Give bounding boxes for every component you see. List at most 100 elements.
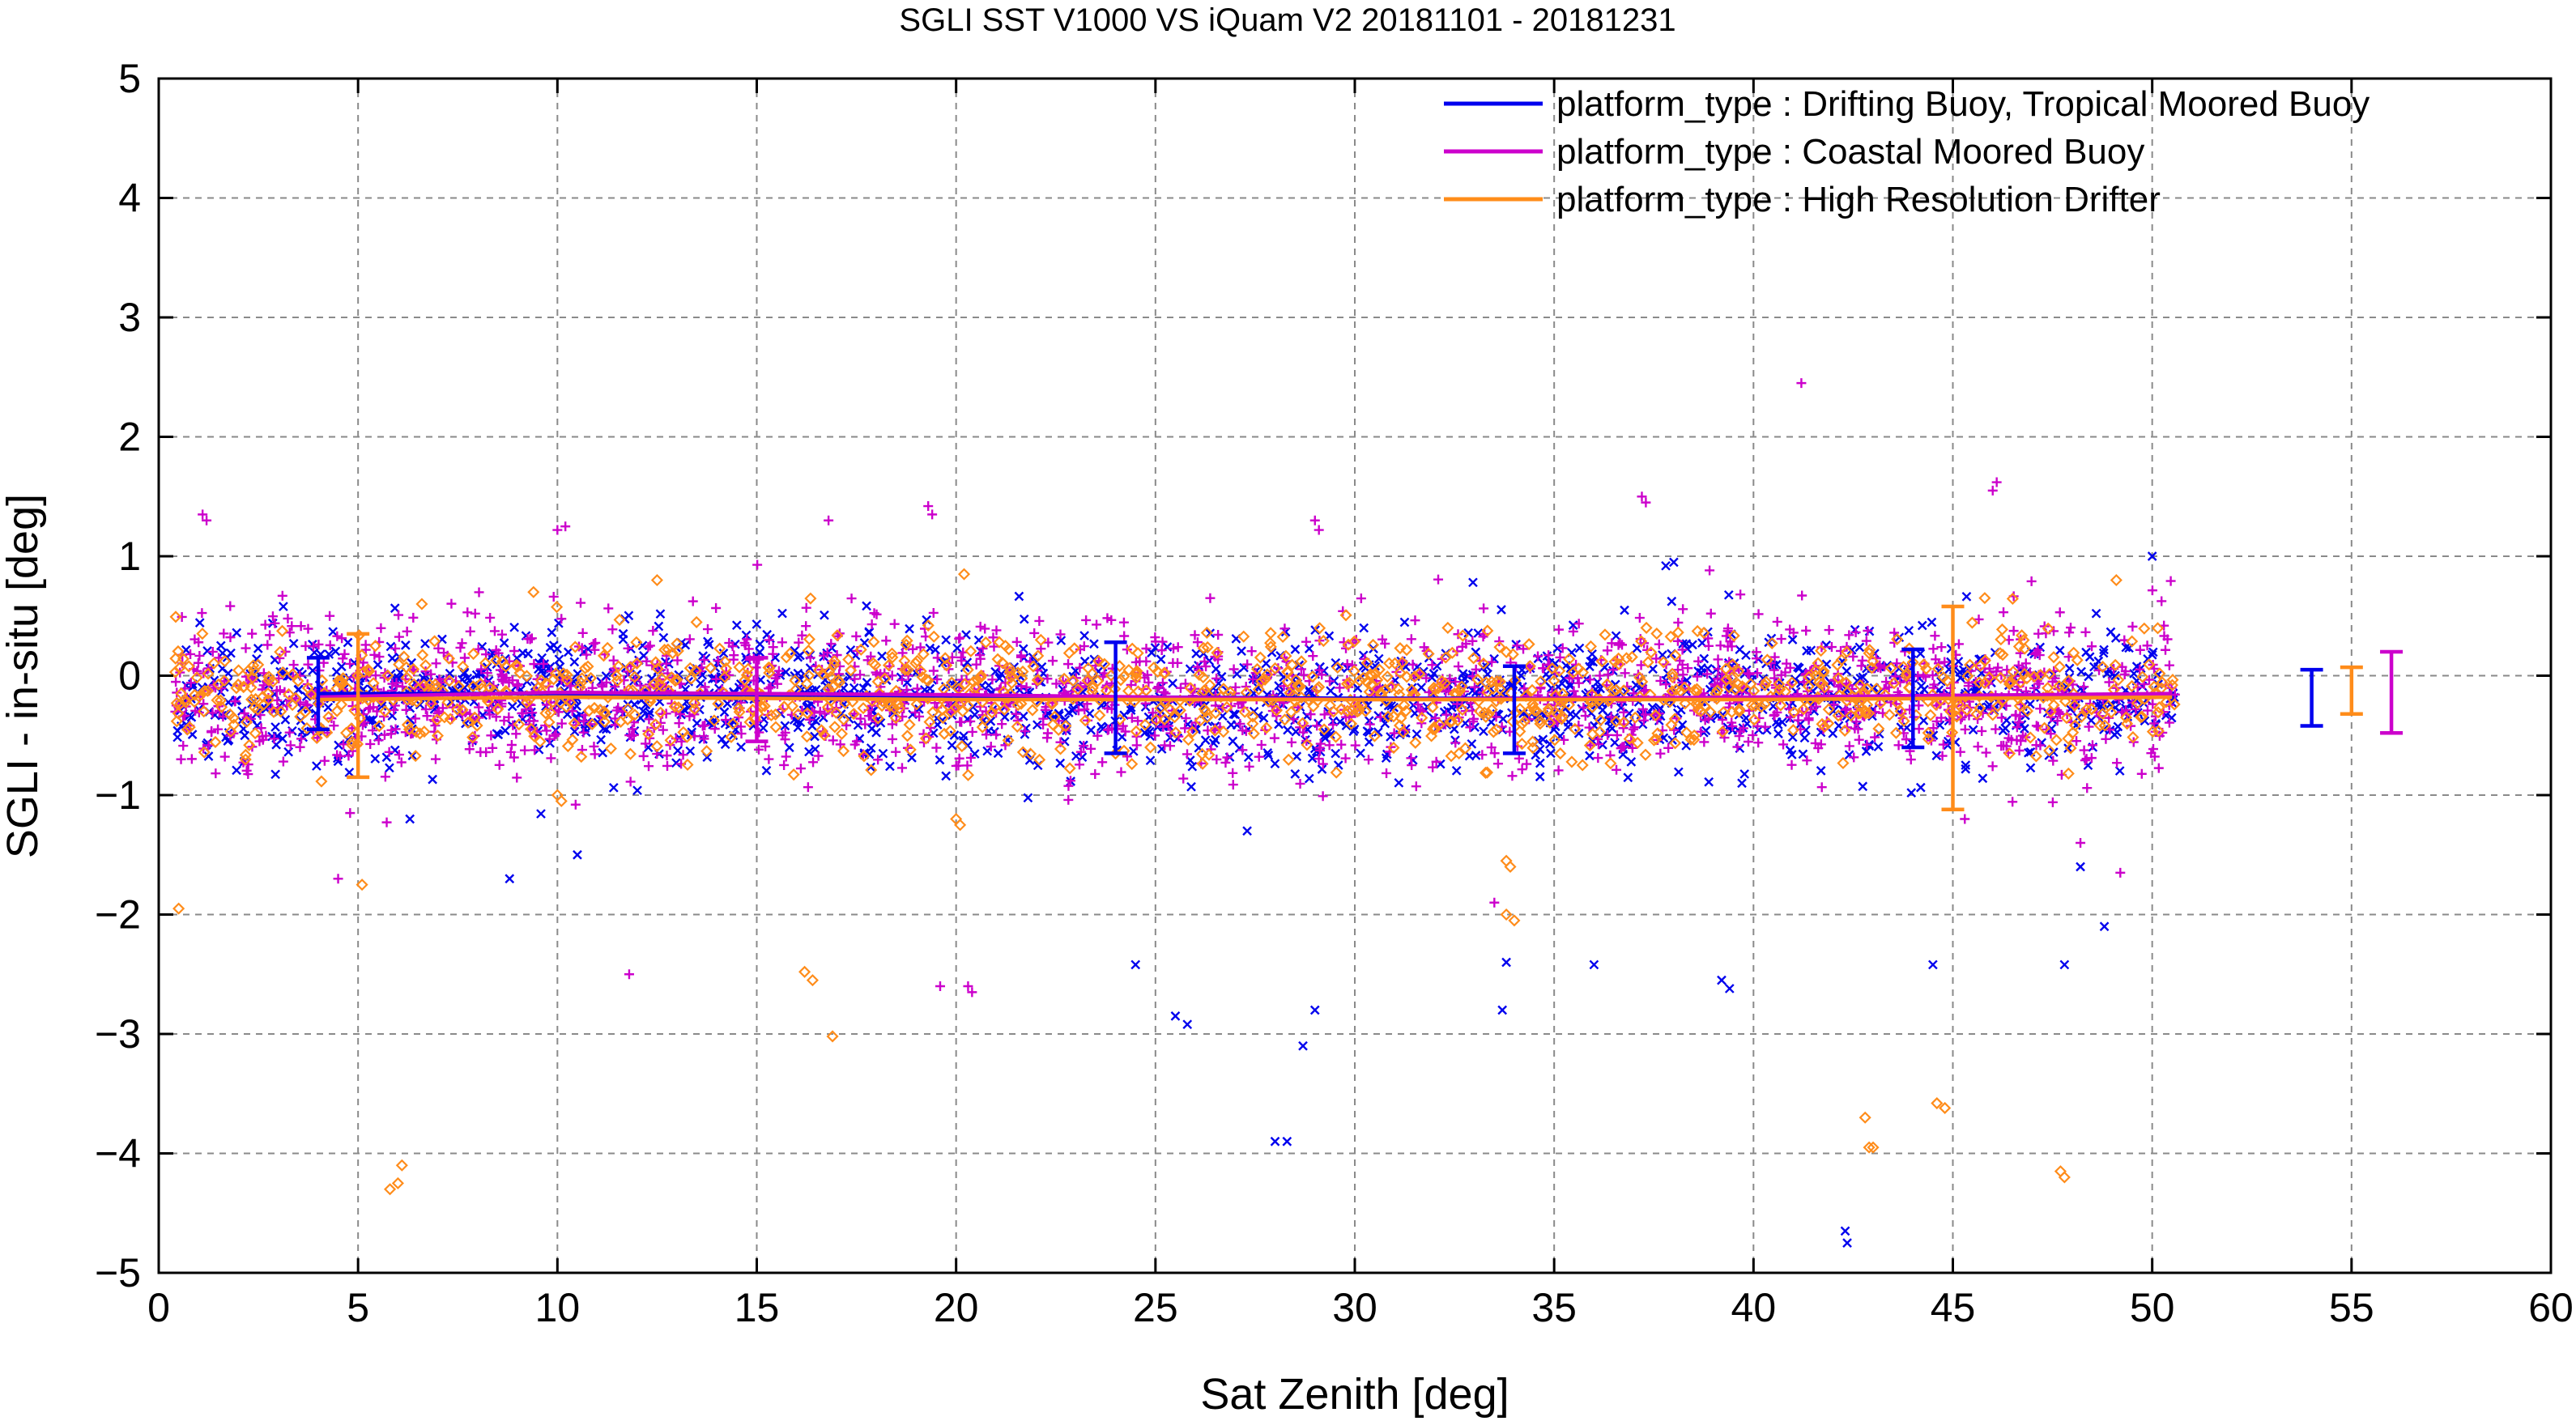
scatter-point [241, 665, 254, 678]
scatter-point [1029, 628, 1040, 638]
outlier-point [923, 501, 934, 512]
outlier-point [954, 819, 967, 832]
scatter-point [2033, 645, 2043, 655]
scatter-point [1181, 713, 1191, 723]
scatter-point [1258, 713, 1269, 723]
scatter-point [956, 740, 969, 753]
scatter-point [1306, 670, 1319, 683]
scatter-point [2054, 645, 2065, 656]
scatter-point [1995, 623, 2008, 636]
scatter-point [243, 738, 256, 751]
scatter-point [645, 640, 655, 651]
scatter-point [1079, 631, 1089, 640]
scatter-point [585, 671, 598, 684]
scatter-point [1745, 699, 1758, 712]
x-tick-label: 50 [2130, 1285, 2175, 1330]
scatter-point [2091, 608, 2101, 619]
scatter-point [1254, 651, 1267, 664]
scatter-point [1858, 781, 1868, 792]
scatter-point [720, 739, 730, 750]
scatter-point [578, 727, 589, 738]
scatter-point [561, 739, 574, 753]
scatter-point [556, 718, 567, 729]
scatter-point [997, 719, 1007, 730]
error-bar [306, 656, 330, 732]
outlier-point [573, 849, 582, 860]
scatter-point [1247, 727, 1260, 740]
scatter-point [1002, 734, 1015, 747]
scatter-point [866, 619, 877, 630]
scatter-point [891, 747, 901, 757]
scatter-point [1487, 683, 1500, 696]
scatter-point [897, 648, 908, 658]
scatter-point [409, 750, 422, 763]
scatter-point [185, 678, 196, 688]
outlier-point [2076, 862, 2085, 872]
scatter-point [444, 713, 457, 725]
scatter-point [1773, 678, 1786, 691]
scatter-point [1623, 772, 1633, 783]
scatter-point [1585, 751, 1595, 761]
scatter-point [1242, 659, 1253, 670]
scatter-point [993, 748, 1003, 759]
scatter-point [513, 679, 523, 690]
scatter-point [889, 619, 900, 629]
outlier-point [824, 515, 834, 525]
scatter-point [925, 643, 935, 653]
scatter-point [2047, 651, 2060, 664]
scatter-point [2046, 724, 2057, 734]
scatter-point [755, 647, 765, 657]
scatter-point [1861, 747, 1871, 756]
scatter-point [827, 680, 840, 693]
x-tick-label: 25 [1133, 1285, 1178, 1330]
scatter-point [954, 633, 964, 644]
scatter-point [1237, 745, 1248, 755]
scatter-point [484, 709, 495, 720]
scatter-point [365, 738, 376, 749]
scatter-point [1601, 678, 1614, 691]
scatter-point [489, 626, 500, 636]
scatter-point [394, 632, 404, 642]
scatter-point [1993, 662, 2003, 673]
scatter-point [1526, 683, 1539, 696]
outlier-point [1182, 1019, 1193, 1030]
scatter-point [1301, 738, 1314, 751]
scatter-point [241, 765, 252, 776]
scatter-point [2076, 666, 2086, 677]
scatter-point [1270, 759, 1280, 769]
scatter-point [1482, 662, 1492, 672]
scatter-point [700, 653, 711, 663]
outlier-point [560, 521, 571, 532]
scatter-point [1507, 771, 1518, 781]
scatter-point [1126, 758, 1139, 771]
scatter-point [962, 760, 973, 771]
scatter-point [1252, 683, 1265, 696]
scatter-point [1406, 753, 1416, 764]
scatter-point [1671, 626, 1684, 639]
scatter-point [1702, 669, 1713, 679]
scatter-point [1930, 698, 1943, 712]
outlier-point [2059, 959, 2070, 970]
scatter-point [952, 643, 962, 653]
scatter-point [1345, 704, 1358, 717]
scatter-point [225, 632, 236, 643]
scatter-point [854, 643, 867, 656]
scatter-point [185, 649, 196, 659]
scatter-point [666, 698, 677, 708]
scatter-point [980, 623, 990, 634]
scatter-point [1669, 737, 1682, 750]
scatter-point [664, 734, 677, 747]
scatter-point [1649, 708, 1662, 722]
scatter-point [1483, 669, 1492, 679]
scatter-point [845, 645, 856, 655]
scatter-point [1797, 590, 1807, 601]
scatter-point [596, 734, 606, 745]
scatter-point [394, 750, 404, 760]
scatter-point [381, 669, 394, 682]
scatter-point [1438, 677, 1452, 690]
scatter-point [1497, 605, 1506, 615]
scatter-point [1511, 640, 1521, 649]
scatter-point [2017, 633, 2030, 647]
scatter-point [824, 670, 837, 683]
scatter-point [1073, 705, 1084, 716]
